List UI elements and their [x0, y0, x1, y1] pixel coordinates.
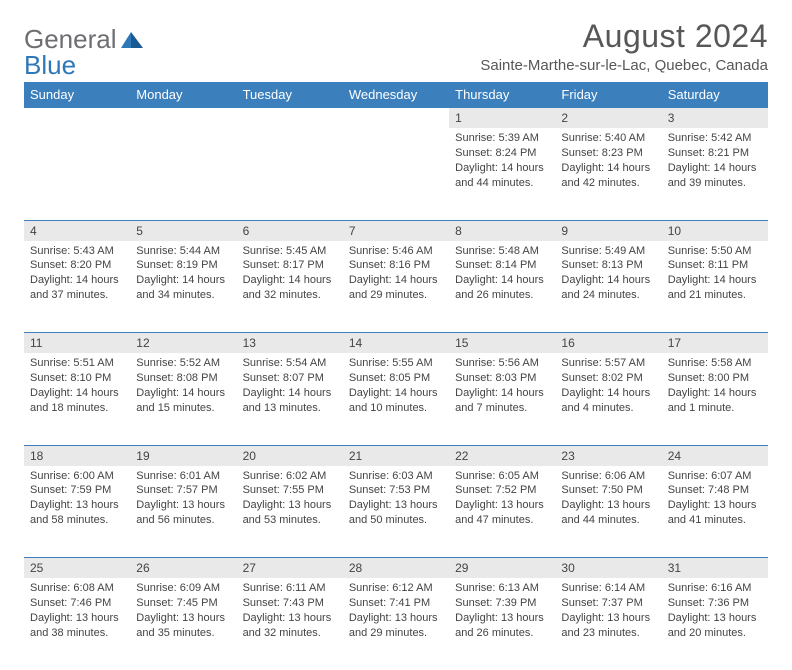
day-cell-body: Sunrise: 6:03 AMSunset: 7:53 PMDaylight:… — [343, 466, 449, 534]
week-body-row: Sunrise: 5:51 AMSunset: 8:10 PMDaylight:… — [24, 353, 768, 445]
day-header: Sunday — [24, 82, 130, 108]
week-daynum-row: 18192021222324 — [24, 445, 768, 466]
day-cell-body: Sunrise: 5:42 AMSunset: 8:21 PMDaylight:… — [662, 128, 768, 196]
day-cell-body: Sunrise: 6:11 AMSunset: 7:43 PMDaylight:… — [237, 578, 343, 646]
week-body-row: Sunrise: 5:39 AMSunset: 8:24 PMDaylight:… — [24, 128, 768, 220]
day-number: 2 — [555, 108, 661, 128]
week-daynum-row: 45678910 — [24, 220, 768, 241]
day-number: 24 — [662, 446, 768, 466]
week-body-row: Sunrise: 6:00 AMSunset: 7:59 PMDaylight:… — [24, 466, 768, 558]
day-number: 29 — [449, 558, 555, 578]
day-number: 17 — [662, 333, 768, 353]
week-body-row: Sunrise: 5:43 AMSunset: 8:20 PMDaylight:… — [24, 241, 768, 333]
day-cell-body: Sunrise: 5:57 AMSunset: 8:02 PMDaylight:… — [555, 353, 661, 421]
day-cell-body: Sunrise: 5:58 AMSunset: 8:00 PMDaylight:… — [662, 353, 768, 421]
day-number: 19 — [130, 446, 236, 466]
day-number: 15 — [449, 333, 555, 353]
day-header-row: SundayMondayTuesdayWednesdayThursdayFrid… — [24, 82, 768, 108]
day-number: 13 — [237, 333, 343, 353]
location-text: Sainte-Marthe-sur-le-Lac, Quebec, Canada — [480, 57, 768, 74]
week-daynum-row: 25262728293031 — [24, 558, 768, 579]
day-number: 8 — [449, 221, 555, 241]
day-number: 25 — [24, 558, 130, 578]
logo-mark-icon — [121, 28, 145, 53]
day-number: 20 — [237, 446, 343, 466]
day-cell-body: Sunrise: 6:05 AMSunset: 7:52 PMDaylight:… — [449, 466, 555, 534]
day-cell-body: Sunrise: 5:40 AMSunset: 8:23 PMDaylight:… — [555, 128, 661, 196]
day-number: 7 — [343, 221, 449, 241]
day-cell-body: Sunrise: 5:51 AMSunset: 8:10 PMDaylight:… — [24, 353, 130, 421]
day-cell-body: Sunrise: 5:52 AMSunset: 8:08 PMDaylight:… — [130, 353, 236, 421]
day-header: Saturday — [662, 82, 768, 108]
day-cell-body: Sunrise: 5:48 AMSunset: 8:14 PMDaylight:… — [449, 241, 555, 309]
day-number: 6 — [237, 221, 343, 241]
day-cell-body: Sunrise: 5:43 AMSunset: 8:20 PMDaylight:… — [24, 241, 130, 309]
day-number: 18 — [24, 446, 130, 466]
month-title: August 2024 — [480, 18, 768, 55]
day-cell-body: Sunrise: 5:54 AMSunset: 8:07 PMDaylight:… — [237, 353, 343, 421]
day-number: 9 — [555, 221, 661, 241]
day-number: 21 — [343, 446, 449, 466]
day-cell-body: Sunrise: 5:55 AMSunset: 8:05 PMDaylight:… — [343, 353, 449, 421]
day-number: 31 — [662, 558, 768, 578]
day-cell-body: Sunrise: 5:46 AMSunset: 8:16 PMDaylight:… — [343, 241, 449, 309]
day-number: 28 — [343, 558, 449, 578]
day-cell-body: Sunrise: 6:08 AMSunset: 7:46 PMDaylight:… — [24, 578, 130, 646]
day-number: 11 — [24, 333, 130, 353]
day-header: Tuesday — [237, 82, 343, 108]
day-number: 14 — [343, 333, 449, 353]
day-header: Wednesday — [343, 82, 449, 108]
day-cell-body: Sunrise: 6:07 AMSunset: 7:48 PMDaylight:… — [662, 466, 768, 534]
day-cell-body: Sunrise: 5:45 AMSunset: 8:17 PMDaylight:… — [237, 241, 343, 309]
day-number: 5 — [130, 221, 236, 241]
day-cell-body: Sunrise: 5:39 AMSunset: 8:24 PMDaylight:… — [449, 128, 555, 196]
day-number: 10 — [662, 221, 768, 241]
day-header: Friday — [555, 82, 661, 108]
header: General August 2024 Sainte-Marthe-sur-le… — [24, 18, 768, 74]
day-number: 26 — [130, 558, 236, 578]
week-daynum-row: 11121314151617 — [24, 333, 768, 354]
calendar-table: SundayMondayTuesdayWednesdayThursdayFrid… — [24, 82, 768, 670]
day-number: 22 — [449, 446, 555, 466]
day-cell-body: Sunrise: 6:06 AMSunset: 7:50 PMDaylight:… — [555, 466, 661, 534]
day-cell-body: Sunrise: 6:16 AMSunset: 7:36 PMDaylight:… — [662, 578, 768, 646]
day-header: Thursday — [449, 82, 555, 108]
day-header: Monday — [130, 82, 236, 108]
day-number: 27 — [237, 558, 343, 578]
title-block: August 2024 Sainte-Marthe-sur-le-Lac, Qu… — [480, 18, 768, 74]
day-cell-body: Sunrise: 6:01 AMSunset: 7:57 PMDaylight:… — [130, 466, 236, 534]
day-number: 1 — [449, 108, 555, 128]
day-cell-body: Sunrise: 5:44 AMSunset: 8:19 PMDaylight:… — [130, 241, 236, 309]
day-number: 4 — [24, 221, 130, 241]
day-cell-body: Sunrise: 6:14 AMSunset: 7:37 PMDaylight:… — [555, 578, 661, 646]
week-body-row: Sunrise: 6:08 AMSunset: 7:46 PMDaylight:… — [24, 578, 768, 670]
day-cell-body: Sunrise: 5:56 AMSunset: 8:03 PMDaylight:… — [449, 353, 555, 421]
day-cell-body: Sunrise: 6:13 AMSunset: 7:39 PMDaylight:… — [449, 578, 555, 646]
day-number: 30 — [555, 558, 661, 578]
day-number: 3 — [662, 108, 768, 128]
day-cell-body: Sunrise: 5:49 AMSunset: 8:13 PMDaylight:… — [555, 241, 661, 309]
day-cell-body: Sunrise: 6:02 AMSunset: 7:55 PMDaylight:… — [237, 466, 343, 534]
day-number: 12 — [130, 333, 236, 353]
logo-text-blue: Blue — [24, 50, 76, 80]
logo-blue-text-wrap: Blue — [24, 50, 76, 81]
day-number: 23 — [555, 446, 661, 466]
day-number: 16 — [555, 333, 661, 353]
day-cell-body: Sunrise: 6:12 AMSunset: 7:41 PMDaylight:… — [343, 578, 449, 646]
day-cell-body: Sunrise: 6:00 AMSunset: 7:59 PMDaylight:… — [24, 466, 130, 534]
day-cell-body: Sunrise: 6:09 AMSunset: 7:45 PMDaylight:… — [130, 578, 236, 646]
week-daynum-row: 123 — [24, 108, 768, 129]
day-cell-body: Sunrise: 5:50 AMSunset: 8:11 PMDaylight:… — [662, 241, 768, 309]
